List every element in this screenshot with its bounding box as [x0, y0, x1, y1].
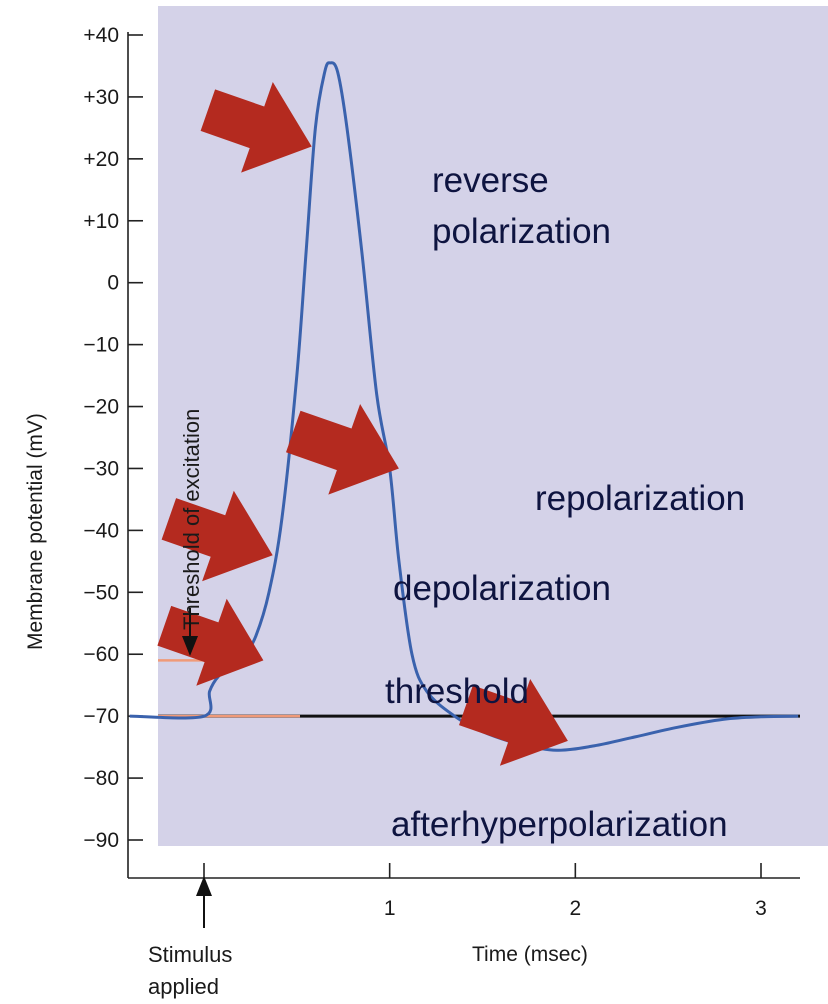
y-tick-label: +10 [83, 210, 119, 233]
y-tick-label: 0 [107, 272, 119, 295]
y-tick-label: −30 [83, 457, 119, 480]
annotation-label-line2: polarization [432, 212, 611, 251]
threshold-down-arrowhead [182, 636, 198, 656]
stimulus-label-line2: applied [148, 974, 219, 999]
threshold-of-excitation-label: Threshold of excitation [179, 409, 204, 630]
annotation-label: threshold [385, 672, 529, 711]
y-tick-label: −80 [83, 767, 119, 790]
y-tick-label: +30 [83, 86, 119, 109]
annotation-arrow [286, 404, 399, 495]
y-tick-label: −10 [83, 334, 119, 357]
y-axis-ticks: +40 +30 +20 +10 0 −10 −20 −30 −40 −50 −60 −70 −80 −90 [83, 24, 143, 852]
annotation-label: afterhyperpolarization [391, 805, 728, 844]
y-tick-label: −70 [83, 705, 119, 728]
y-tick-label: −40 [83, 519, 119, 542]
annotation-labels: reverse polarization repolarization depolar… [385, 161, 745, 844]
y-tick-label: +20 [83, 148, 119, 171]
annotation-arrow [161, 490, 273, 582]
annotation-arrows [157, 82, 568, 766]
x-axis-title: Time (msec) [472, 943, 588, 966]
annotation-arrow [157, 598, 264, 686]
y-tick-label: −50 [83, 581, 119, 604]
y-tick-label: −60 [83, 643, 119, 666]
x-axis-ticks: 1 2 3 [203, 863, 767, 920]
y-tick-label: +40 [83, 24, 119, 47]
annotation-label: depolarization [393, 569, 611, 608]
annotation-label: reverse [432, 161, 549, 200]
y-tick-label: −90 [83, 829, 119, 852]
annotation-arrow [459, 679, 568, 766]
x-tick-label: 2 [569, 897, 581, 920]
annotation-arrow [200, 82, 312, 173]
x-tick-label: 3 [755, 897, 767, 920]
x-tick-label: 1 [384, 897, 396, 920]
y-tick-label: −20 [83, 396, 119, 419]
annotation-label: repolarization [535, 479, 745, 518]
stimulus-label-line1: Stimulus [148, 942, 232, 967]
y-axis-title: Membrane potential (mV) [24, 413, 47, 650]
stimulus-arrowhead [196, 876, 212, 896]
